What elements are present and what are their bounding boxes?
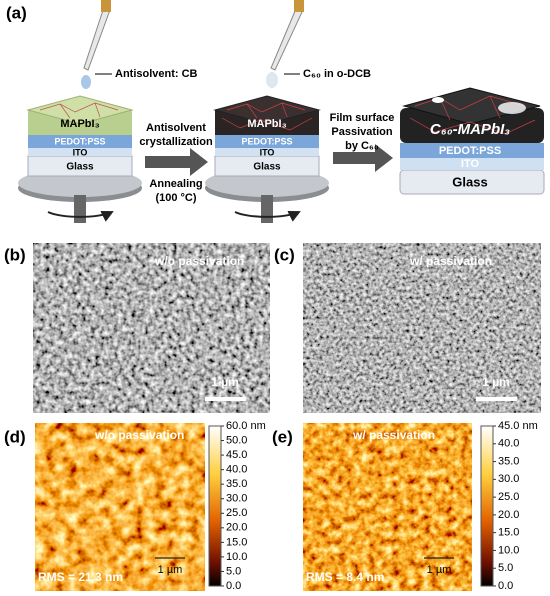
layer-label: ITO xyxy=(260,147,275,157)
colorbar-label: 35.0 xyxy=(226,478,247,490)
arrow-label: Annealing xyxy=(149,178,202,190)
image-title: w/o passivation xyxy=(94,428,184,442)
colorbar-label: 45.0 nm xyxy=(498,420,538,432)
colorbar-label: 5.0 xyxy=(498,562,513,574)
colorbar-label: 25.0 xyxy=(498,491,519,503)
arrow-label: (100 °C) xyxy=(155,192,196,204)
scale-label: 1 µm xyxy=(211,375,239,389)
image-title: w/ passivation xyxy=(352,428,435,442)
device-2 xyxy=(205,0,329,223)
colorbar-label: 40.0 xyxy=(498,438,519,450)
layer-label: MAPbI₃ xyxy=(247,118,286,130)
layer-label: PEDOT:PSS xyxy=(241,136,292,146)
layer-label: ITO xyxy=(73,147,88,157)
colorbar-label: 45.0 xyxy=(226,449,247,461)
panel-label: (e) xyxy=(272,427,293,446)
afm-image xyxy=(303,423,472,591)
scale-label: 1 µm xyxy=(427,564,452,576)
colorbar-label: 10.0 xyxy=(226,551,247,563)
colorbar-label: 40.0 xyxy=(226,464,247,476)
layer-label: Glass xyxy=(452,174,487,189)
colorbar-label: 30.0 xyxy=(226,493,247,505)
colorbar-label: 0.0 xyxy=(498,580,513,592)
layer-label: C₆₀-MAPbI₃ xyxy=(430,121,510,138)
colorbar-label: 60.0 nm xyxy=(226,420,266,432)
arrow-label: crystallization xyxy=(139,136,213,148)
colorbar-label: 50.0 xyxy=(226,434,247,446)
scale-label: 1 µm xyxy=(158,564,183,576)
reagent-label: Antisolvent: CB xyxy=(115,68,198,80)
colorbar-label: 5.0 xyxy=(226,565,241,577)
colorbar-label: 35.0 xyxy=(498,455,519,467)
layer-label: MAPbI₃ xyxy=(60,118,99,130)
panel-label: (a) xyxy=(6,3,27,22)
rms-label: RMS = 21.3 nm xyxy=(38,570,123,584)
panel-label: (d) xyxy=(4,427,26,446)
colorbar xyxy=(480,425,494,587)
panel-label: (b) xyxy=(4,245,26,264)
reagent-label: C₆₀ in o-DCB xyxy=(303,68,371,80)
colorbar-label: 15.0 xyxy=(498,527,519,539)
colorbar-label: 20.0 xyxy=(498,509,519,521)
layer-label: PEDOT:PSS xyxy=(54,136,105,146)
layer-label: ITO xyxy=(461,158,480,170)
colorbar-label: 25.0 xyxy=(226,507,247,519)
image-title: w/ passivation xyxy=(409,254,492,268)
device-3 xyxy=(399,87,545,195)
layer-label: PEDOT:PSS xyxy=(439,145,501,157)
afm-image xyxy=(35,423,205,591)
rms-label: RMS = 8.4 nm xyxy=(306,570,384,584)
colorbar-label: 0.0 xyxy=(226,580,241,592)
image-title: w/o passivation xyxy=(154,254,244,268)
device-1 xyxy=(18,0,142,223)
sem-image xyxy=(33,243,270,413)
sem-image xyxy=(303,243,541,413)
colorbar-label: 10.0 xyxy=(498,544,519,556)
arrow-label: Film surface xyxy=(330,112,395,124)
colorbar xyxy=(208,425,222,587)
colorbar-label: 15.0 xyxy=(226,536,247,548)
scale-label: 1 µm xyxy=(482,375,510,389)
arrow-label: by C₆₀ xyxy=(345,140,379,152)
process-arrow xyxy=(145,148,208,176)
arrow-label: Antisolvent xyxy=(146,122,206,134)
process-arrow xyxy=(333,144,393,172)
panel-label: (c) xyxy=(274,245,295,264)
layer-label: Glass xyxy=(66,162,94,173)
arrow-label: Passivation xyxy=(331,126,392,138)
colorbar-label: 20.0 xyxy=(226,522,247,534)
layer-label: Glass xyxy=(253,162,281,173)
colorbar-label: 30.0 xyxy=(498,473,519,485)
